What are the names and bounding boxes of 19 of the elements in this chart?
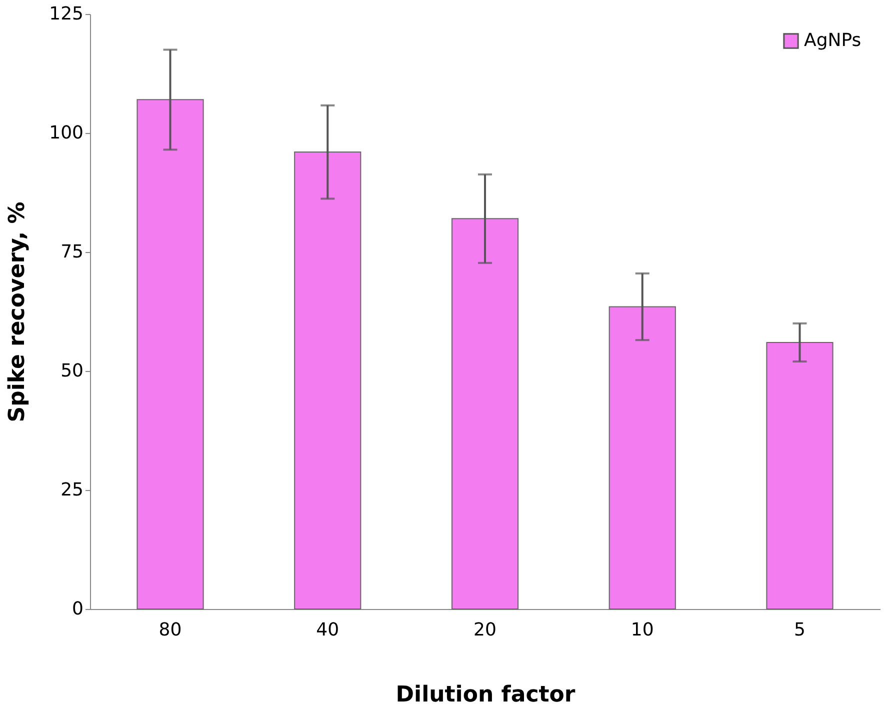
x-tick-label: 10	[630, 620, 654, 640]
bar	[451, 218, 519, 610]
y-tick-label: 50	[60, 360, 84, 382]
y-tick-label: 125	[49, 4, 84, 24]
x-tick-label: 20	[474, 620, 496, 640]
legend-label: AgNPs	[804, 30, 862, 51]
y-axis-title: Spike recovery, %	[5, 202, 30, 422]
bar	[608, 306, 676, 610]
y-tick-label: 75	[60, 242, 84, 262]
bar	[136, 99, 204, 610]
x-tick-label: 40	[316, 620, 340, 640]
x-axis-title: Dilution factor	[396, 682, 576, 708]
x-tick-label: 5	[794, 620, 806, 640]
x-tick-label: 80	[158, 620, 182, 640]
y-tick-label: 100	[49, 122, 84, 144]
bar	[766, 342, 834, 610]
bar	[294, 152, 362, 610]
y-tick-label: 0	[72, 598, 84, 620]
y-tick-label: 25	[60, 480, 84, 500]
